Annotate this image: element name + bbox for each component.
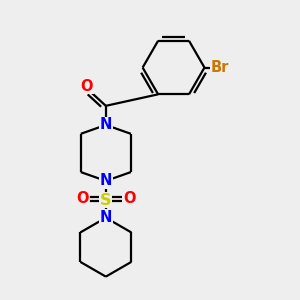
Text: N: N xyxy=(100,173,112,188)
Text: S: S xyxy=(100,193,112,208)
Text: O: O xyxy=(80,79,93,94)
Text: O: O xyxy=(123,191,136,206)
Text: Br: Br xyxy=(211,60,229,75)
Text: N: N xyxy=(100,118,112,133)
Text: N: N xyxy=(100,210,112,225)
Text: O: O xyxy=(76,191,88,206)
